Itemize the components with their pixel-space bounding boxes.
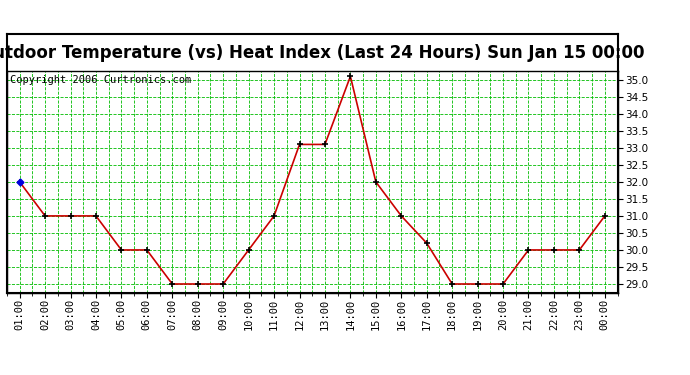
Text: Outdoor Temperature (vs) Heat Index (Last 24 Hours) Sun Jan 15 00:00: Outdoor Temperature (vs) Heat Index (Las… xyxy=(0,44,645,62)
Text: Copyright 2006 Curtronics.com: Copyright 2006 Curtronics.com xyxy=(10,75,191,85)
